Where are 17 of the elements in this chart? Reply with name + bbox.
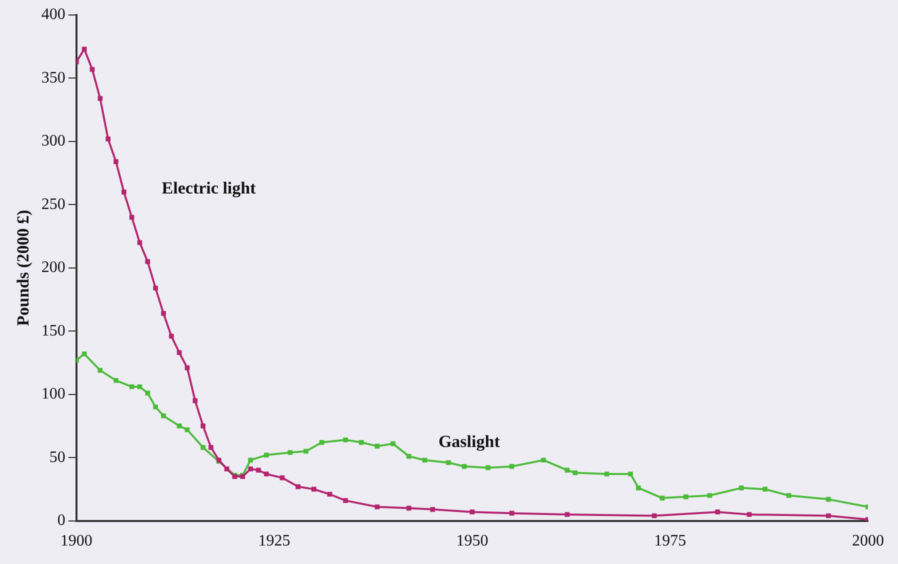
x-tick-label: 1975 [654,532,686,550]
series-label: Electric light [162,178,256,198]
y-tick-label: 150 [41,322,66,340]
x-tick-label: 1925 [258,532,290,550]
y-tick-label: 0 [57,512,66,530]
x-tick-label: 1900 [60,532,92,550]
x-tick-label: 2000 [852,532,884,550]
y-tick-label: 100 [41,386,66,403]
y-tick-label: 400 [41,6,66,24]
y-tick-label: 200 [41,259,66,276]
y-tick-label: 350 [41,69,66,86]
y-tick-label: 300 [41,132,66,150]
x-tick-label: 1950 [456,532,488,550]
y-axis-title: Pounds (2000 £) [14,210,33,326]
series-label: Gaslight [438,432,500,452]
y-tick-label: 50 [49,448,66,466]
y-tick-label: 250 [41,196,66,213]
